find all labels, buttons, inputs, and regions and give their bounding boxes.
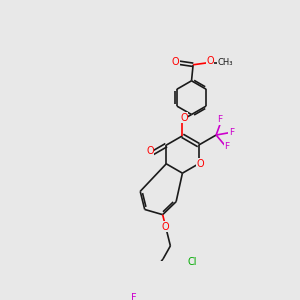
Text: F: F [130, 292, 136, 300]
Text: O: O [172, 57, 179, 67]
Text: O: O [196, 159, 204, 169]
Text: O: O [180, 113, 188, 123]
Text: O: O [206, 56, 214, 66]
Text: Cl: Cl [187, 257, 196, 267]
Text: F: F [218, 115, 223, 124]
Text: F: F [224, 142, 230, 151]
Text: O: O [162, 222, 169, 232]
Text: F: F [229, 128, 234, 137]
Text: CH₃: CH₃ [218, 58, 233, 67]
Text: O: O [146, 146, 154, 156]
